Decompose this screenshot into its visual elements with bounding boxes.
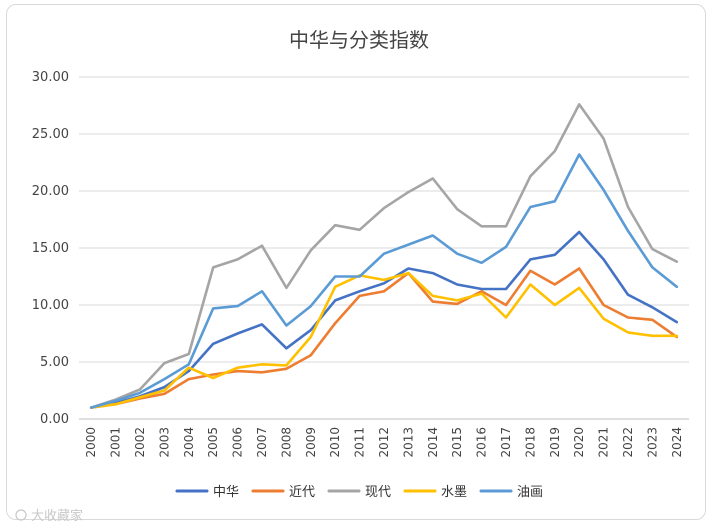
gridlines: [79, 76, 689, 420]
x-tick-label: 2020: [572, 427, 586, 458]
series-line-油画: [89, 153, 679, 409]
x-tick-label: 2024: [670, 427, 684, 458]
y-tick-label: 25.00: [32, 127, 69, 142]
series-line-近代: [89, 267, 679, 409]
legend-item-油画: 油画: [479, 485, 543, 500]
x-tick-label: 2004: [182, 427, 196, 458]
legend-item-现代: 现代: [327, 485, 391, 500]
y-axis-ticks: 0.00 5.00 10.00 15.00 20.00 25.00 30.00: [32, 70, 69, 427]
x-tick-label: 2005: [206, 427, 220, 458]
x-tick-label: 2014: [426, 427, 440, 458]
x-tick-label: 2018: [523, 427, 537, 458]
chart-card: 中华与分类指数 0.00 5.00 10.00 15.00 20.00 25.00 30.0…: [6, 4, 706, 521]
chart-title: 中华与分类指数: [289, 28, 429, 52]
x-axis-ticks: 2000 2001 2002 2003 2004 2005 2006 2007 2008 2009…: [84, 427, 684, 458]
series-line-中华: [89, 230, 679, 409]
legend-label: 中华: [213, 485, 239, 500]
legend-label: 水墨: [441, 485, 467, 500]
x-tick-label: 2019: [548, 427, 562, 458]
series-lines: [89, 103, 679, 409]
x-tick-label: 2016: [475, 427, 489, 458]
y-tick-label: 20.00: [32, 184, 69, 199]
y-tick-label: 5.00: [40, 355, 69, 370]
x-tick-label: 2022: [621, 427, 635, 458]
watermark-text: 大收藏家: [31, 508, 83, 521]
x-tick-label: 2015: [450, 427, 464, 458]
legend-label: 油画: [517, 485, 543, 500]
y-tick-label: 15.00: [32, 241, 69, 256]
x-tick-label: 2021: [597, 427, 611, 458]
x-tick-label: 2008: [279, 427, 293, 458]
y-tick-label: 30.00: [32, 70, 69, 85]
x-tick-label: 2013: [401, 427, 415, 458]
x-tick-label: 2000: [84, 427, 98, 458]
x-tick-label: 2017: [499, 427, 513, 458]
legend-item-中华: 中华: [175, 485, 239, 500]
x-tick-label: 2006: [231, 427, 245, 458]
legend-label: 现代: [365, 485, 391, 500]
x-tick-label: 2002: [133, 427, 147, 458]
legend-item-水墨: 水墨: [403, 485, 467, 500]
legend: 中华 近代 现代 水墨 油画: [175, 485, 543, 500]
x-tick-label: 2011: [353, 427, 367, 458]
legend-label: 近代: [289, 485, 315, 500]
x-tick-label: 2001: [109, 427, 123, 458]
legend-item-近代: 近代: [251, 485, 315, 500]
watermark-logo-icon: [15, 509, 27, 521]
x-tick-label: 2010: [328, 427, 342, 458]
y-tick-label: 10.00: [32, 298, 69, 313]
x-tick-label: 2003: [157, 427, 171, 458]
x-tick-label: 2023: [645, 427, 659, 458]
series-line-水墨: [89, 271, 679, 409]
y-tick-label: 0.00: [40, 412, 69, 427]
series-line-现代: [89, 103, 679, 409]
x-tick-label: 2007: [255, 427, 269, 458]
x-tick-label: 2012: [377, 427, 391, 458]
line-chart: 中华与分类指数 0.00 5.00 10.00 15.00 20.00 25.00 30.0…: [15, 28, 689, 521]
x-tick-label: 2009: [304, 427, 318, 458]
watermark: 大收藏家: [15, 508, 83, 521]
